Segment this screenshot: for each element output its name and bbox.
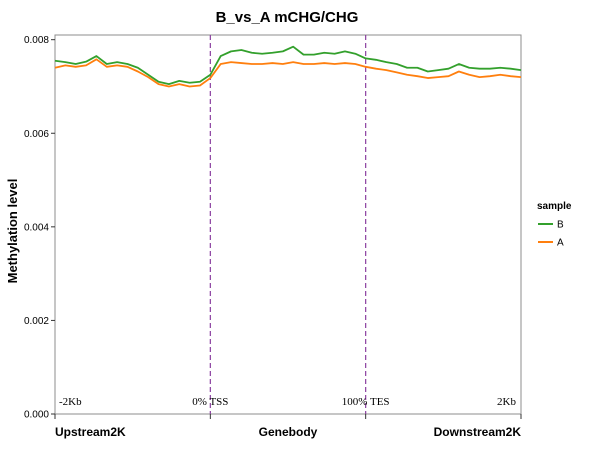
region-label: Genebody [259,425,318,439]
position-labels: -2Kb 0% TSS 100% TES 2Kb [59,396,516,408]
legend-title: sample [537,201,572,212]
position-label: -2Kb [59,396,82,408]
position-label: 100% TES [342,396,390,408]
y-axis: 0.000 0.002 0.004 0.006 0.008 [24,35,55,421]
x-axis-region-labels: Upstream2K Genebody Downstream2K [55,425,521,439]
plot-frame [54,34,522,415]
y-tick-label: 0.008 [24,35,49,46]
position-label: 2Kb [497,396,516,408]
region-label: Upstream2K [55,425,126,439]
y-tick-label: 0.004 [24,222,49,233]
y-tick-label: 0.002 [24,316,49,327]
legend: sample BA [537,201,572,249]
series-line-B [54,45,522,86]
legend-label: A [557,238,564,249]
legend-label: B [557,220,564,231]
y-axis-title: Methylation level [5,179,20,284]
x-axis-region-ticks [54,414,522,419]
position-label: 0% TSS [192,396,228,408]
region-label: Downstream2K [434,425,522,439]
series-lines [54,45,522,88]
region-boundary-lines [209,35,367,414]
series-line-A [54,58,522,88]
chart-title: B_vs_A mCHG/CHG [216,9,359,26]
y-tick-label: 0.000 [24,410,49,421]
y-tick-label: 0.006 [24,129,49,140]
